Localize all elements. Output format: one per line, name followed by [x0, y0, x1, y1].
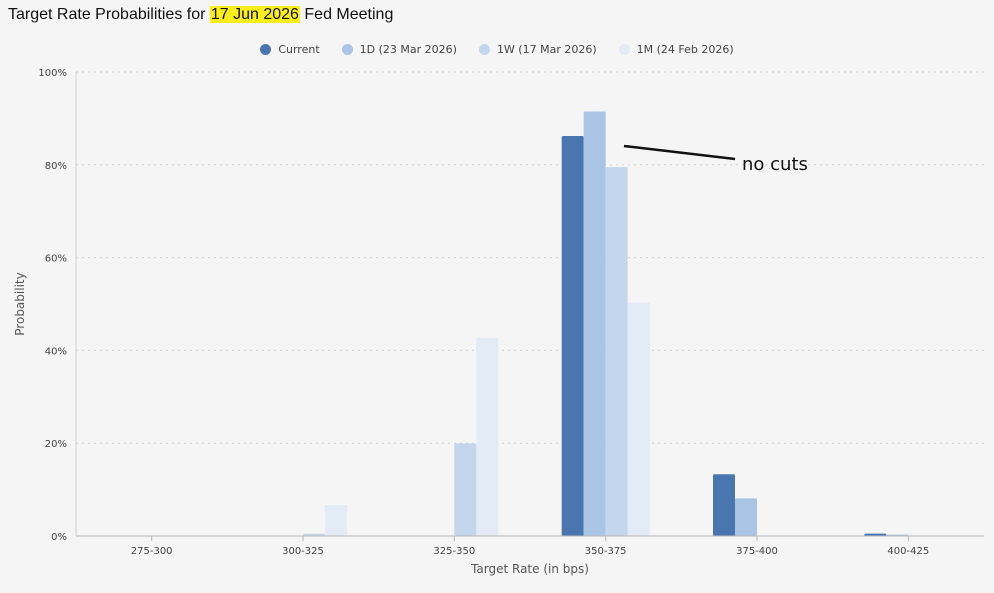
y-axis-title: Probability	[13, 272, 27, 335]
annotation-arrow	[623, 144, 736, 161]
annotation-no-cuts: no cuts	[742, 154, 808, 175]
legend-label: 1W (17 Mar 2026)	[496, 43, 597, 56]
legend-label: 1D (23 Mar 2026)	[359, 43, 457, 56]
title-prefix: Target Rate Probabilities for	[8, 6, 210, 23]
bar-375-400-series-0[interactable]	[713, 474, 735, 536]
y-axis-ticks: 0% 20% 40% 60% 80% 100%	[38, 68, 67, 543]
bar-350-375-series-3[interactable]	[627, 302, 650, 536]
y-tick-label: 80%	[45, 161, 67, 172]
chart-legend: Current 1D (23 Mar 2026) 1W (17 Mar 2026) 1…	[0, 43, 994, 56]
x-tick-label: 325-350	[433, 546, 475, 557]
legend-marker	[260, 44, 272, 55]
legend-marker	[618, 44, 630, 55]
bar-350-375-series-2[interactable]	[605, 167, 628, 536]
x-tick-label: 375-400	[736, 546, 778, 557]
x-tick-label: 300-325	[282, 546, 324, 557]
bar-325-350-series-2[interactable]	[454, 443, 477, 536]
x-tick-label: 275-300	[131, 546, 173, 557]
bar-300-325-series-2[interactable]	[303, 533, 325, 536]
y-tick-label: 60%	[45, 254, 67, 265]
x-axis-ticks: 275-300 300-325 325-350 350-375 375-400 400-4…	[131, 536, 929, 557]
y-tick-label: 20%	[45, 439, 67, 450]
bar-375-400-series-1[interactable]	[735, 498, 757, 536]
legend-marker	[341, 44, 353, 55]
legend-item-2[interactable]: 1W (17 Mar 2026)	[478, 43, 597, 56]
y-tick-label: 100%	[38, 68, 67, 79]
legend-item-3[interactable]: 1M (24 Feb 2026)	[618, 43, 734, 56]
bar-325-350-series-3[interactable]	[476, 337, 499, 536]
bar-400-425-series-0[interactable]	[864, 533, 887, 536]
legend-marker	[478, 44, 490, 55]
bar-300-325-series-3[interactable]	[325, 504, 347, 536]
title-highlight: 17 Jun 2026	[209, 6, 300, 23]
bars	[303, 111, 909, 537]
chart-title: Target Rate Probabilities for 17 Jun 202…	[8, 6, 393, 24]
legend-label: Current	[278, 43, 320, 56]
x-tick-label: 350-375	[585, 546, 627, 557]
y-tick-label: 0%	[51, 532, 67, 543]
title-suffix: Fed Meeting	[299, 6, 394, 23]
legend-item-0[interactable]: Current	[260, 43, 320, 56]
x-axis-title: Target Rate (in bps)	[470, 562, 589, 576]
bar-350-375-series-0[interactable]	[561, 136, 584, 537]
legend-label: 1M (24 Feb 2026)	[636, 43, 734, 56]
y-tick-label: 40%	[45, 346, 67, 357]
legend-item-1[interactable]: 1D (23 Mar 2026)	[341, 43, 457, 56]
bar-350-375-series-1[interactable]	[583, 111, 606, 536]
gridlines	[76, 71, 984, 444]
x-tick-label: 400-425	[887, 546, 929, 557]
